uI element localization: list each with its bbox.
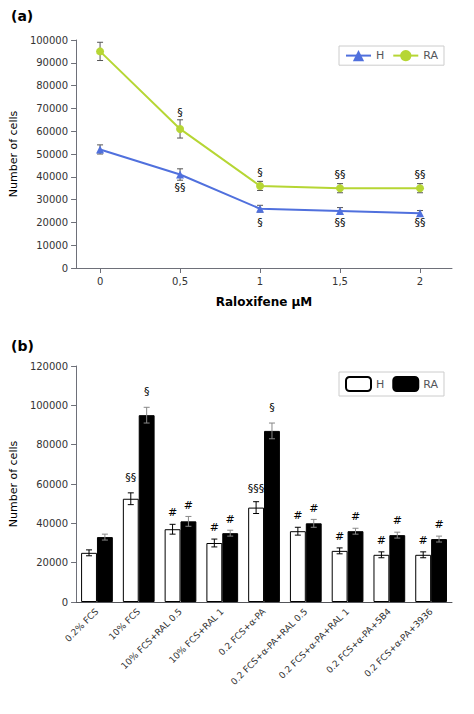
svg-text:0: 0 <box>97 276 103 287</box>
svg-text:20000: 20000 <box>36 557 68 568</box>
svg-text:10000: 10000 <box>36 240 68 251</box>
svg-text:100000: 100000 <box>30 400 68 411</box>
svg-text:Raloxifene μM: Raloxifene μM <box>216 295 313 309</box>
svg-text:0.2 FCS+α-PA+5B4: 0.2 FCS+α-PA+5B4 <box>324 606 393 676</box>
svg-text:§§: §§ <box>335 216 346 229</box>
svg-text:0: 0 <box>62 597 68 608</box>
svg-text:(a): (a) <box>11 8 33 24</box>
svg-text:#: # <box>335 530 344 543</box>
svg-text:§: § <box>144 385 150 398</box>
svg-text:§: § <box>257 166 263 179</box>
svg-text:50000: 50000 <box>36 149 68 160</box>
svg-text:60000: 60000 <box>36 479 68 490</box>
svg-text:#: # <box>226 513 235 526</box>
svg-text:#: # <box>210 521 219 534</box>
svg-text:20000: 20000 <box>36 217 68 228</box>
svg-text:#: # <box>434 518 443 531</box>
svg-text:0.2 FCS+α-PA+RAL 1: 0.2 FCS+α-PA+RAL 1 <box>277 606 351 680</box>
svg-text:100000: 100000 <box>30 35 68 46</box>
svg-text:1: 1 <box>257 276 263 287</box>
svg-text:30000: 30000 <box>36 194 68 205</box>
svg-text:0.2 FCS+α-PA+3936: 0.2 FCS+α-PA+3936 <box>362 606 435 679</box>
svg-text:80000: 80000 <box>36 80 68 91</box>
svg-text:H: H <box>376 49 384 62</box>
svg-text:90000: 90000 <box>36 57 68 68</box>
svg-text:120000: 120000 <box>30 361 68 372</box>
svg-text:2: 2 <box>417 276 423 287</box>
svg-text:60000: 60000 <box>36 126 68 137</box>
svg-text:10% FCS: 10% FCS <box>107 606 143 642</box>
svg-text:§§: §§ <box>335 168 346 181</box>
svg-text:#: # <box>184 499 193 512</box>
svg-text:§§: §§ <box>175 181 186 194</box>
svg-text:#: # <box>351 510 360 523</box>
svg-text:#: # <box>309 502 318 515</box>
svg-text:§§: §§ <box>415 168 426 181</box>
svg-text:0.2 FCS+α-PA+RAL 0.5: 0.2 FCS+α-PA+RAL 0.5 <box>229 606 309 686</box>
svg-text:0,5: 0,5 <box>172 276 188 287</box>
svg-text:10% FCS+RAL 0.5: 10% FCS+RAL 0.5 <box>119 606 184 672</box>
svg-text:H: H <box>376 378 384 391</box>
svg-text:RA: RA <box>423 49 438 62</box>
svg-text:1,5: 1,5 <box>332 276 348 287</box>
svg-text:#: # <box>168 506 177 519</box>
svg-text:40000: 40000 <box>36 518 68 529</box>
svg-text:Number of cells: Number of cells <box>7 111 20 198</box>
svg-text:§: § <box>177 106 183 119</box>
svg-text:#: # <box>377 534 386 547</box>
svg-text:RA: RA <box>423 378 438 391</box>
svg-text:§§§: §§§ <box>248 482 265 495</box>
svg-text:(b): (b) <box>11 338 34 354</box>
svg-text:40000: 40000 <box>36 171 68 182</box>
svg-text:§: § <box>257 216 263 229</box>
svg-text:70000: 70000 <box>36 103 68 114</box>
svg-text:Number of cells: Number of cells <box>7 441 20 528</box>
svg-text:#: # <box>419 534 428 547</box>
svg-text:§: § <box>269 401 275 414</box>
svg-text:#: # <box>393 514 402 527</box>
svg-text:80000: 80000 <box>36 439 68 450</box>
svg-text:0.2% FCS: 0.2% FCS <box>63 606 101 644</box>
svg-text:§§: §§ <box>415 216 426 229</box>
svg-text:0: 0 <box>62 263 68 274</box>
svg-text:#: # <box>293 509 302 522</box>
svg-text:§§: §§ <box>125 471 136 484</box>
svg-text:10% FCS+RAL 1: 10% FCS+RAL 1 <box>167 606 226 665</box>
